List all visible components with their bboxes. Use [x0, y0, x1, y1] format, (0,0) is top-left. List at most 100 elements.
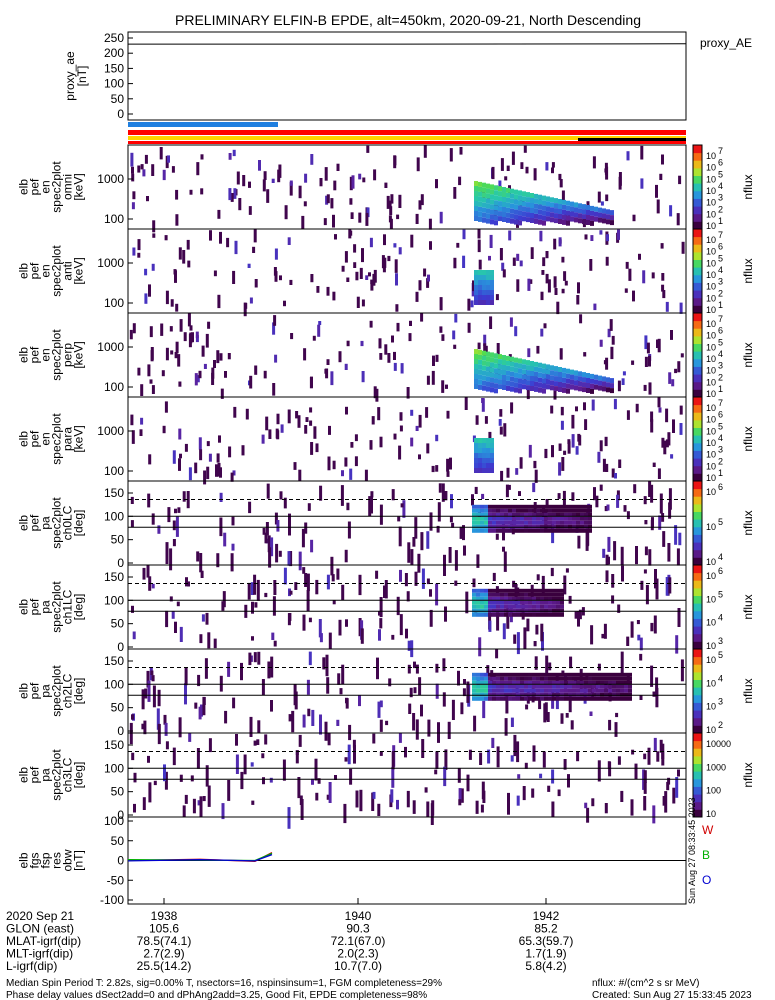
spec-pa-cell — [564, 684, 568, 689]
spec-pa-cell — [476, 680, 480, 685]
spec-pixel — [206, 441, 210, 447]
spec-pixel — [216, 453, 220, 463]
spec-pixel — [326, 794, 330, 800]
spec-pixel — [384, 344, 388, 355]
spec-injection-cell — [542, 220, 546, 226]
colorbar-label: 10 — [706, 678, 716, 688]
spec-pixel — [351, 175, 355, 189]
spec-ylabel-line: pef — [28, 598, 42, 615]
spec-pixel — [334, 234, 337, 240]
spec-pixel — [232, 270, 236, 284]
colorbar-segment — [693, 358, 702, 367]
spec-pixel — [187, 313, 191, 327]
spec-pixel — [574, 611, 578, 619]
spec-pixel — [230, 553, 234, 572]
colorbar-label: 1000 — [706, 762, 726, 772]
spec-pa-cell — [476, 596, 480, 601]
proxy-ae-tick-label: 250 — [104, 31, 124, 45]
spec-pa-cell — [516, 676, 520, 681]
spec-pixel — [643, 781, 647, 794]
spec-pixel — [634, 763, 638, 780]
spec-injection-cell — [562, 199, 566, 205]
spec-injection-cell — [514, 194, 518, 200]
spec-injection-cell — [582, 209, 586, 215]
spec-injection-cell — [578, 386, 582, 392]
spec-pixel — [467, 298, 471, 311]
spec-pixel — [152, 233, 156, 238]
spec-pa-cell — [484, 528, 488, 533]
spec-pa-cell — [520, 592, 524, 597]
spec-pa-cell — [488, 504, 492, 509]
spec-pa-cell — [504, 512, 508, 517]
spec-pixel — [510, 755, 514, 762]
spec-pixel — [162, 169, 166, 181]
colorbar-exponent: 5 — [718, 517, 723, 527]
spec-pixel — [540, 291, 544, 301]
spec-pa-cell — [472, 592, 476, 597]
colorbar-exponent: 4 — [718, 265, 723, 275]
spec-pa-cell — [560, 528, 564, 533]
spec-pa-cell — [544, 600, 548, 605]
spec-pixel — [366, 207, 370, 218]
spec-pa-cell — [508, 612, 512, 617]
spec-injection-cell — [522, 211, 526, 217]
spec-pa-cell — [488, 600, 492, 605]
spec-tick-label: 100 — [104, 593, 124, 607]
footer-created: Created: Sun Aug 27 15:33:45 2023 — [592, 990, 752, 1000]
spec-injection-cell — [474, 359, 478, 364]
spec-pixel — [165, 741, 169, 750]
spec-pixel — [560, 420, 564, 430]
spec-pa-cell — [520, 504, 524, 509]
spec-injection-cell — [506, 192, 510, 198]
spec-pixel — [341, 664, 345, 685]
spec-injection-cell — [478, 438, 482, 443]
colorbar-exponent: 1 — [718, 468, 723, 478]
spec-pixel — [264, 734, 268, 745]
colorbar-segment — [693, 633, 702, 642]
spec-pa-cell — [620, 696, 624, 701]
colorbar-segment — [693, 565, 702, 574]
spec-pixel — [343, 803, 347, 824]
spec-tick-label: 100 — [104, 212, 124, 226]
time-axis-row-label: L-igrf(dip) — [6, 959, 57, 973]
spec-pixel — [589, 259, 593, 271]
spec-pa-cell — [552, 604, 556, 609]
spec-pixel — [201, 614, 205, 622]
time-axis-value: 1942 — [533, 909, 560, 923]
spec-pixel — [551, 162, 555, 168]
spec-injection-cell — [546, 384, 550, 390]
spec-pixel — [564, 280, 568, 286]
spec-injection-cell — [490, 219, 494, 225]
spec-pixel — [570, 720, 574, 730]
spec-pixel — [369, 440, 373, 450]
colorbar-segment — [693, 526, 702, 535]
spec-injection-cell — [486, 361, 490, 367]
spec-injection-cell — [542, 383, 546, 389]
colorbar-label: 10 — [706, 702, 716, 712]
spec-pixel — [607, 761, 611, 769]
spec-pixel — [428, 218, 432, 230]
spec-injection-cell — [606, 387, 610, 393]
spec-injection-cell — [506, 202, 510, 208]
spec-injection-cell — [502, 380, 506, 385]
colorbar-title-text: nflux — [741, 342, 755, 367]
spec-pixel — [287, 237, 291, 245]
spec-pixel — [146, 565, 150, 578]
spec-pixel — [311, 709, 315, 726]
spec-pixel — [452, 330, 456, 340]
spec-injection-cell — [490, 204, 494, 210]
spec-injection-cell — [578, 381, 582, 387]
spec-injection-cell — [602, 386, 606, 392]
spec-pixel — [256, 739, 260, 745]
spec-injection-cell — [606, 209, 610, 215]
spec-injection-cell — [606, 219, 610, 225]
spec-pixel — [644, 546, 648, 556]
spec-ylabel-line: en — [39, 180, 53, 193]
spec-pa-cell — [560, 680, 564, 685]
spec-pa-cell — [496, 612, 500, 617]
spec-pa-cell — [512, 588, 516, 593]
spec-injection-cell — [518, 200, 522, 206]
spec-pa-cell — [528, 612, 532, 617]
spec-pixel — [298, 551, 302, 571]
spec-pixel — [467, 322, 471, 333]
